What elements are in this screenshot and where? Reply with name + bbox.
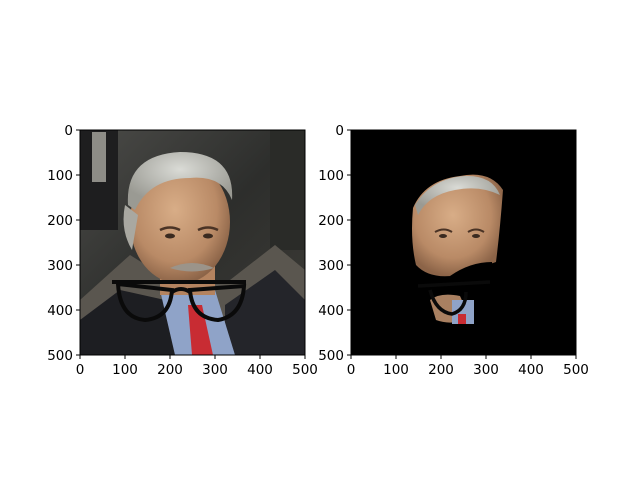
left-x-tick-label: 100 xyxy=(112,362,138,378)
left-y-tick-label: 400 xyxy=(47,303,73,319)
right-x-tick-label: 500 xyxy=(563,362,589,378)
right-y-tick-label: 200 xyxy=(318,213,344,229)
left-axes-frame xyxy=(79,129,306,356)
left-y-tick-label: 500 xyxy=(47,348,73,364)
left-x-tick-label: 0 xyxy=(76,362,85,378)
left-y-tick-label: 200 xyxy=(47,213,73,229)
left-y-tick-label: 300 xyxy=(47,258,73,274)
left-y-tick-label: 100 xyxy=(47,168,73,184)
left-image xyxy=(80,130,305,355)
right-y-tick-label: 300 xyxy=(318,258,344,274)
left-x-tick-label: 400 xyxy=(247,362,273,378)
right-x-tick-label: 200 xyxy=(428,362,454,378)
left-x-tick-label: 500 xyxy=(292,362,318,378)
right-axes-frame xyxy=(350,129,577,356)
right-x-tick-label: 100 xyxy=(383,362,409,378)
right-x-tick-label: 400 xyxy=(518,362,544,378)
right-x-tick-label: 0 xyxy=(347,362,356,378)
left-x-tick-label: 200 xyxy=(157,362,183,378)
right-y-tick-label: 0 xyxy=(335,123,344,139)
left-y-tick-label: 0 xyxy=(64,123,73,139)
left-x-tick-label: 300 xyxy=(202,362,228,378)
right-y-tick-label: 400 xyxy=(318,303,344,319)
right-image xyxy=(351,130,576,355)
right-y-tick-label: 100 xyxy=(318,168,344,184)
right-y-tick-label: 500 xyxy=(318,348,344,364)
right-x-tick-label: 300 xyxy=(473,362,499,378)
